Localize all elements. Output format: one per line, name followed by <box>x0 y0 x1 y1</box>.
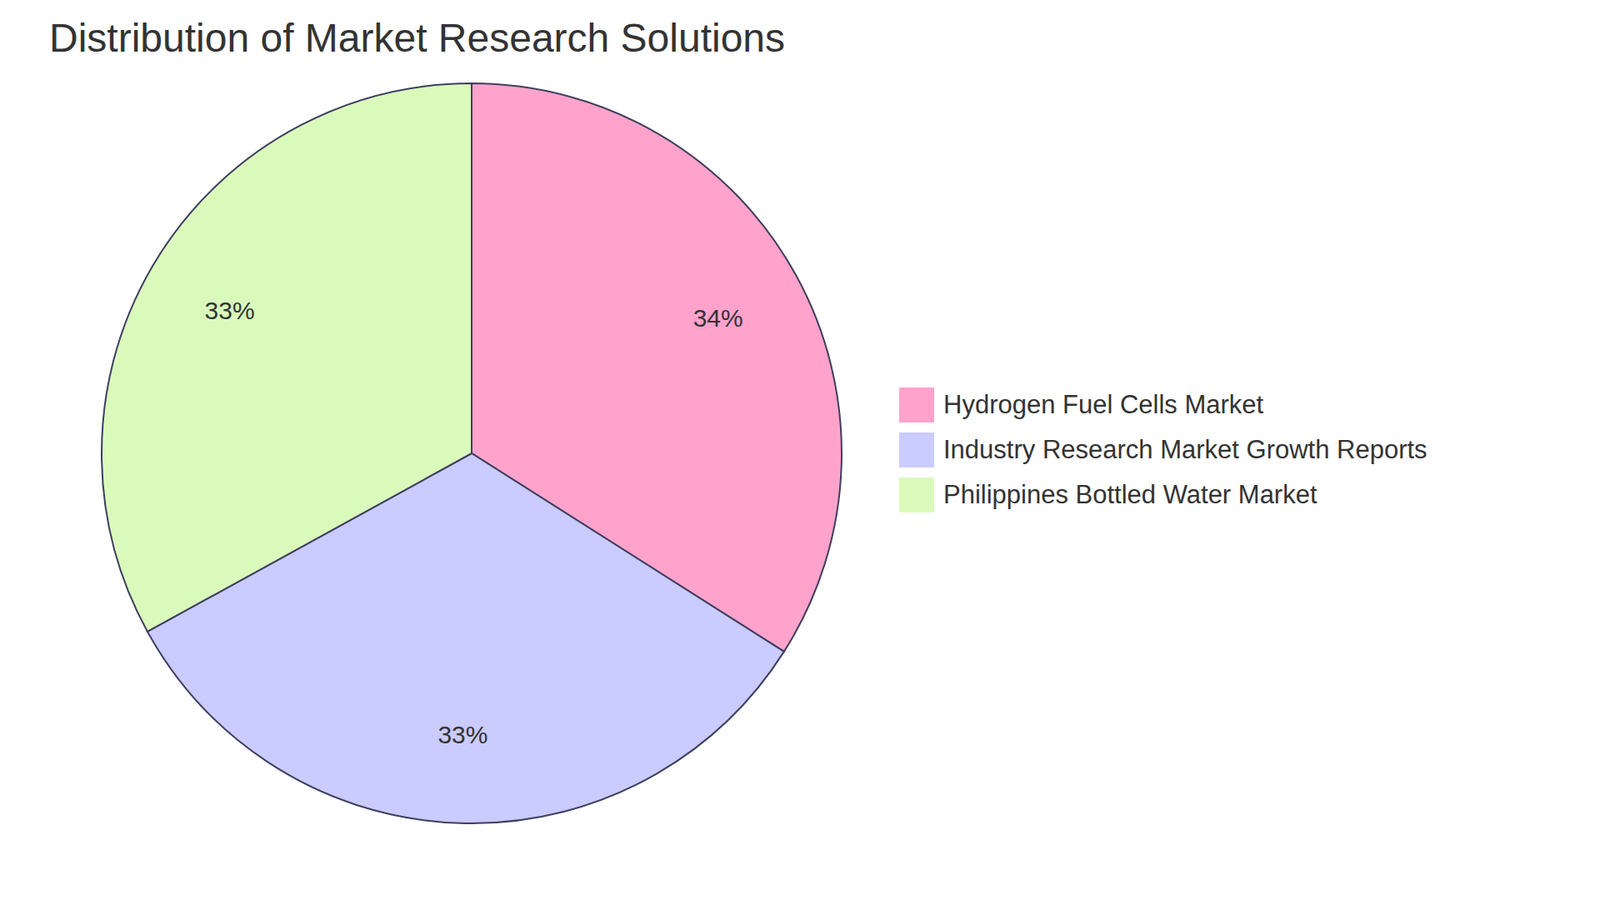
html-text:Industry Research Market Growt: Industry Research Market Growth Reports <box>943 435 1428 465</box>
svg-text:34%: 34% <box>693 304 744 332</box>
html-text:Distribution of Market Researc: Distribution of Market Research Solution… <box>49 15 786 60</box>
svg-text:33%: 33% <box>205 296 255 325</box>
svg-text:33%: 33% <box>437 720 488 749</box>
html-text:Philippines Bottled Water Mark: Philippines Bottled Water Market <box>943 480 1318 510</box>
html-text:Hydrogen Fuel Cells Market: Hydrogen Fuel Cells Market <box>943 390 1264 420</box>
